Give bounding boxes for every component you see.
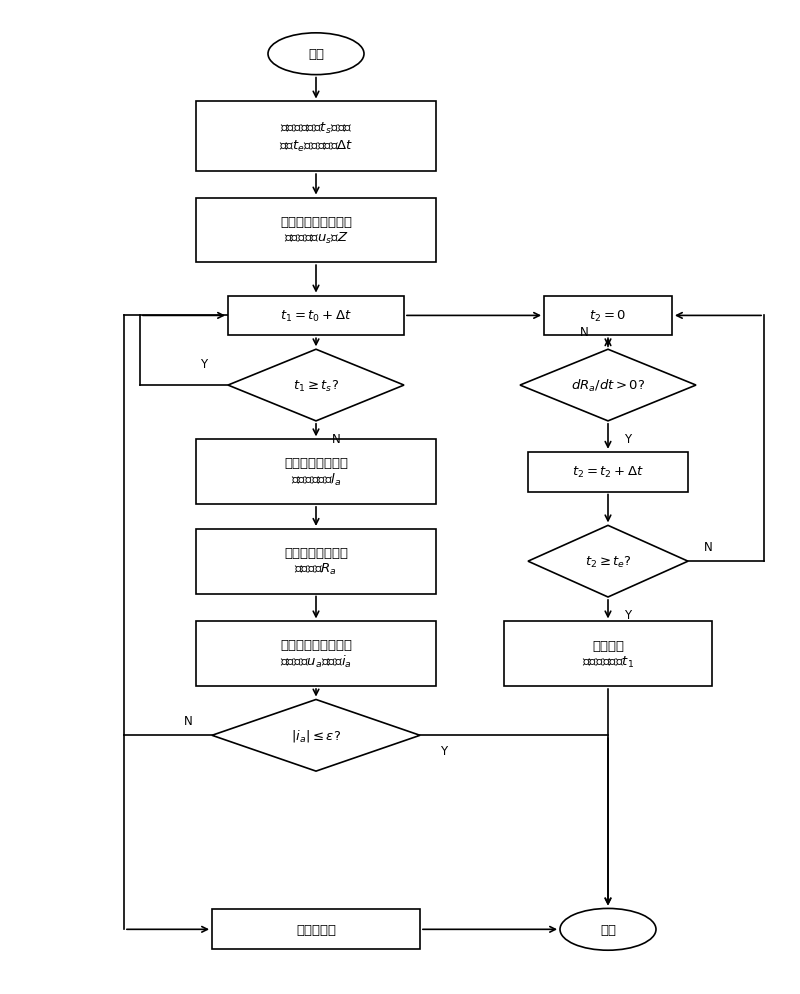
Text: Y: Y (625, 608, 631, 622)
Text: Y: Y (441, 744, 447, 757)
Text: 电弧自息
输出燃弧时间$t_1$: 电弧自息 输出燃弧时间$t_1$ (582, 639, 634, 669)
FancyBboxPatch shape (196, 439, 436, 505)
FancyBboxPatch shape (212, 910, 420, 949)
FancyBboxPatch shape (196, 199, 436, 262)
Text: 电弧未自息: 电弧未自息 (296, 922, 336, 936)
Text: Y: Y (625, 432, 631, 446)
FancyBboxPatch shape (196, 529, 436, 594)
Text: $dR_a/dt>0$?: $dR_a/dt>0$? (570, 378, 646, 394)
Text: $t_2\geq t_e$?: $t_2\geq t_e$? (585, 554, 631, 570)
Text: 结束: 结束 (600, 922, 616, 936)
Text: $t_1=t_0+\Delta t$: $t_1=t_0+\Delta t$ (280, 308, 352, 324)
FancyBboxPatch shape (196, 622, 436, 686)
Text: $t_2=0$: $t_2=0$ (590, 308, 626, 324)
Text: 初始化潜供电弧链、
外加电路的$u_s$和$Z$: 初始化潜供电弧链、 外加电路的$u_s$和$Z$ (280, 216, 352, 246)
FancyBboxPatch shape (528, 452, 688, 492)
Polygon shape (528, 526, 688, 597)
Text: N: N (704, 540, 712, 554)
Ellipse shape (560, 909, 656, 950)
Text: N: N (184, 714, 192, 728)
Polygon shape (228, 350, 404, 421)
Text: $|i_a|\leq\varepsilon$?: $|i_a|\leq\varepsilon$? (291, 728, 341, 744)
Polygon shape (520, 350, 696, 421)
Text: $t_2=t_2+\Delta t$: $t_2=t_2+\Delta t$ (572, 464, 644, 480)
Text: 开始: 开始 (308, 48, 324, 62)
FancyBboxPatch shape (544, 296, 672, 336)
FancyBboxPatch shape (228, 296, 404, 336)
Text: Y: Y (201, 357, 207, 371)
Text: 模拟电弧运动特性
获得电弧长度$l_a$: 模拟电弧运动特性 获得电弧长度$l_a$ (284, 456, 348, 488)
Text: 由弧道电阵的能量
方程求取$R_a$: 由弧道电阵的能量 方程求取$R_a$ (284, 547, 348, 577)
Text: 利用等效电路计算电
弧的电压$u_a$、电流$i_a$: 利用等效电路计算电 弧的电压$u_a$、电流$i_a$ (280, 638, 352, 670)
Polygon shape (212, 700, 420, 771)
FancyBboxPatch shape (196, 102, 436, 172)
Text: N: N (332, 432, 340, 446)
Ellipse shape (268, 34, 364, 76)
Text: $t_1\geq t_s$?: $t_1\geq t_s$? (293, 378, 339, 394)
FancyBboxPatch shape (504, 622, 712, 686)
Text: N: N (580, 325, 588, 339)
Text: 设置通流时间$t_s$、零休
区间$t_e$和时间步长$\Delta t$: 设置通流时间$t_s$、零休 区间$t_e$和时间步长$\Delta t$ (278, 121, 354, 153)
